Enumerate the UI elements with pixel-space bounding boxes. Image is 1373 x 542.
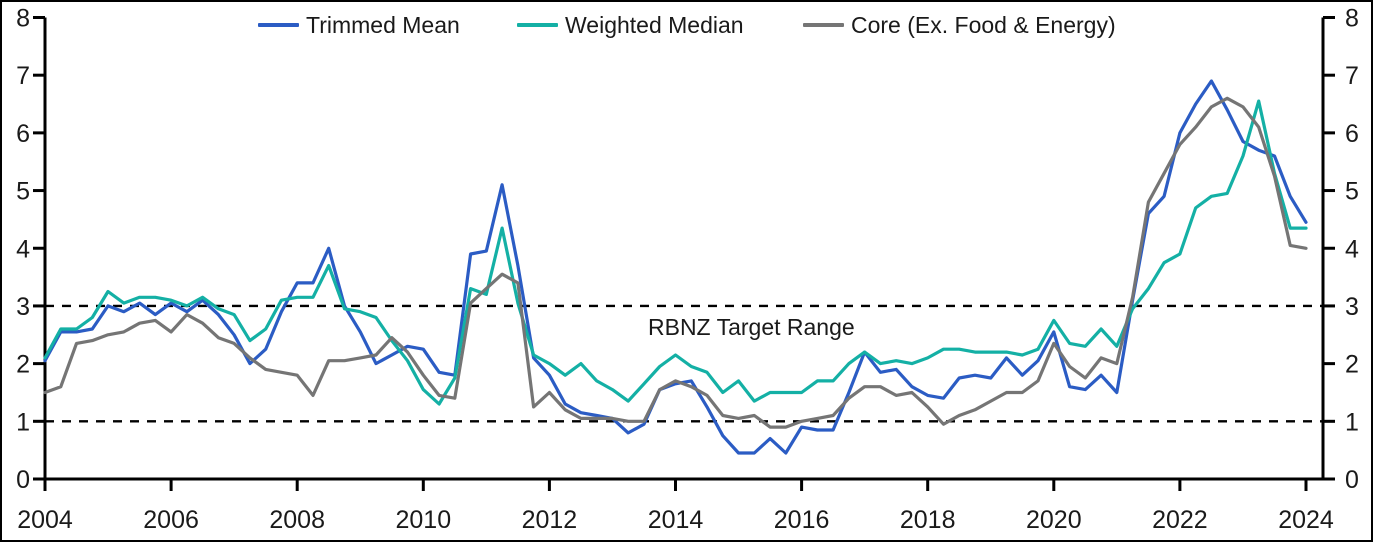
svg-text:2014: 2014: [648, 506, 704, 534]
svg-text:2004: 2004: [17, 506, 73, 534]
svg-text:8: 8: [16, 5, 30, 33]
svg-text:2012: 2012: [522, 506, 578, 534]
svg-text:4: 4: [1345, 235, 1359, 263]
y-axis-labels-right: 0 1 2 3 4 5 6 7 8: [1345, 5, 1359, 495]
svg-text:1: 1: [16, 408, 30, 436]
svg-text:2016: 2016: [774, 506, 830, 534]
legend-item-weighted-median: Weighted Median: [517, 10, 744, 40]
svg-text:7: 7: [1345, 62, 1359, 90]
svg-text:0: 0: [16, 466, 30, 494]
svg-text:8: 8: [1345, 5, 1359, 33]
svg-text:0: 0: [1345, 466, 1359, 494]
chart-axes: [33, 16, 1335, 491]
weighted-median-line-swatch: [517, 23, 558, 27]
series-line-weighted-median: [43, 99, 1308, 406]
svg-text:2: 2: [1345, 351, 1359, 379]
series-line-core-ex-food-energy: [43, 96, 1308, 429]
trimmed-mean-line-swatch: [258, 23, 299, 27]
svg-text:2: 2: [16, 351, 30, 379]
core-line-swatch: [803, 23, 844, 27]
legend-label-trimmed-mean: Trimmed Mean: [306, 11, 460, 38]
series-line-trimmed-mean: [43, 79, 1308, 455]
svg-text:3: 3: [1345, 293, 1359, 321]
x-axis-labels: 2004 2006 2008 2010 2012 2014 2016 2018 2020 2022…: [17, 506, 1334, 534]
legend-label-weighted-median: Weighted Median: [565, 11, 744, 38]
svg-text:2008: 2008: [269, 506, 325, 534]
chart-legend: Trimmed Mean Weighted Median Core (Ex. F…: [0, 10, 1373, 42]
svg-text:2018: 2018: [900, 506, 956, 534]
svg-text:2006: 2006: [143, 506, 199, 534]
target-range-dashed-lines: [45, 304, 1323, 423]
legend-item-trimmed-mean: Trimmed Mean: [258, 10, 460, 40]
rbnz-target-range-annotation: RBNZ Target Range: [648, 314, 855, 340]
svg-text:2010: 2010: [395, 506, 451, 534]
legend-label-core: Core (Ex. Food & Energy): [851, 11, 1116, 38]
svg-text:1: 1: [1345, 408, 1359, 436]
svg-text:5: 5: [1345, 178, 1359, 206]
svg-text:4: 4: [16, 235, 30, 263]
svg-text:7: 7: [16, 62, 30, 90]
svg-text:5: 5: [16, 178, 30, 206]
svg-text:2022: 2022: [1152, 506, 1208, 534]
svg-text:2024: 2024: [1278, 506, 1334, 534]
svg-text:6: 6: [1345, 120, 1359, 148]
legend-item-core: Core (Ex. Food & Energy): [803, 10, 1116, 40]
y-axis-labels-left: 0 1 2 3 4 5 6 7 8: [16, 5, 30, 495]
svg-text:6: 6: [16, 120, 30, 148]
chart-series-lines: [43, 79, 1308, 455]
svg-text:3: 3: [16, 293, 30, 321]
svg-text:2020: 2020: [1026, 506, 1082, 534]
